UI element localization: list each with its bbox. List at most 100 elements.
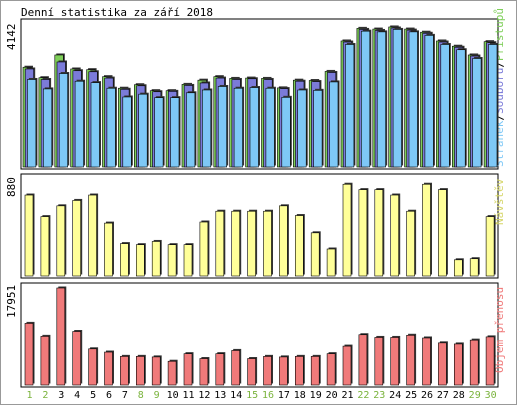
volume-bar-day-23 — [374, 337, 384, 386]
x-label-day-15: 15 — [246, 390, 258, 401]
volume-ymax-label: 17951 — [5, 285, 18, 318]
hits-ymax-label: 4142 — [5, 24, 18, 51]
visits-bar-day-25 — [406, 210, 415, 277]
volume-bar-day-25 — [406, 334, 415, 386]
bar-day-23-Stránek — [376, 31, 387, 168]
x-label-day-5: 5 — [90, 390, 96, 401]
bar-day-26-Stránek — [424, 35, 434, 168]
visits-bar-day-7 — [120, 243, 129, 277]
x-label-day-6: 6 — [106, 390, 112, 401]
visits-bar-day-13 — [215, 210, 225, 277]
x-label-day-13: 13 — [214, 390, 226, 401]
legend-sep-2: / — [493, 61, 506, 68]
bar-day-7-Stránek — [122, 96, 132, 168]
legend-sep-1: / — [493, 114, 506, 121]
x-label-day-25: 25 — [405, 390, 417, 401]
visits-bar-day-14 — [231, 210, 240, 277]
bar-day-30-Stránek — [488, 44, 498, 168]
x-label-day-21: 21 — [341, 390, 353, 401]
volume-bar-day-26 — [422, 337, 431, 386]
visits-bar-day-9 — [151, 241, 161, 277]
visits-ymax-label: 880 — [5, 177, 18, 197]
bar-day-24-Stránek — [392, 29, 402, 168]
volume-bar-day-24 — [390, 337, 400, 386]
volume-bar-day-3 — [56, 287, 66, 386]
x-label-day-17: 17 — [278, 390, 290, 401]
bar-day-22-Stránek — [360, 30, 371, 168]
volume-bar-day-13 — [215, 353, 225, 386]
visits-bar-day-24 — [390, 194, 400, 277]
volume-bar-day-7 — [120, 356, 129, 386]
visits-bar-day-22 — [358, 189, 368, 277]
volume-bar-day-8 — [136, 356, 145, 386]
x-label-day-29: 29 — [469, 390, 481, 401]
x-axis-labels: 1 2 3 4 5 6 7 8 9 10 11 12 13 14 15 16 17 18 19 20 21 22 23 24 2… — [26, 390, 496, 401]
visits-bar-day-17 — [279, 205, 288, 277]
bar-day-21-Stránek — [345, 44, 355, 168]
volume-bar-day-18 — [294, 356, 304, 386]
x-label-day-24: 24 — [389, 390, 401, 401]
bar-day-18-Stránek — [297, 89, 307, 168]
bar-day-10-Stránek — [170, 97, 180, 168]
bar-day-14-Stránek — [233, 87, 243, 168]
bar-day-11-Stránek — [186, 92, 196, 168]
x-label-day-2: 2 — [42, 390, 48, 401]
volume-bar-day-29 — [469, 339, 479, 386]
bar-day-28-Stránek — [456, 49, 466, 168]
bar-day-8-Stránek — [138, 93, 148, 168]
volume-bar-day-19 — [310, 356, 320, 386]
x-label-day-4: 4 — [74, 390, 80, 401]
visits-bar-day-4 — [72, 200, 81, 277]
bars-layer — [22, 25, 499, 386]
volume-bar-day-22 — [358, 334, 368, 386]
x-label-day-11: 11 — [182, 390, 194, 401]
x-label-day-7: 7 — [122, 390, 128, 401]
visits-bar-day-10 — [167, 244, 177, 277]
visits-bar-day-29 — [469, 258, 479, 277]
bar-day-17-Stránek — [281, 97, 291, 168]
x-label-day-30: 30 — [485, 390, 497, 401]
visits-legend: Návštěv — [493, 178, 506, 225]
volume-bar-day-14 — [231, 350, 240, 386]
visits-bar-day-28 — [453, 259, 463, 277]
volume-bar-day-4 — [72, 331, 81, 386]
visits-bar-day-8 — [136, 244, 145, 277]
visits-bar-day-27 — [438, 189, 447, 277]
volume-bar-day-6 — [104, 351, 113, 386]
bar-day-20-Stránek — [329, 81, 339, 168]
x-label-day-1: 1 — [26, 390, 32, 401]
x-label-day-19: 19 — [310, 390, 322, 401]
bar-day-2-Stránek — [42, 88, 53, 168]
volume-bar-day-16 — [263, 356, 272, 386]
x-label-day-10: 10 — [167, 390, 179, 401]
visits-bar-day-11 — [183, 244, 193, 277]
bar-day-19-Stránek — [313, 90, 323, 168]
x-label-day-22: 22 — [357, 390, 369, 401]
volume-bar-day-10 — [167, 360, 177, 386]
volume-bar-day-11 — [183, 353, 193, 386]
visits-bar-day-26 — [422, 183, 431, 277]
visits-bar-day-2 — [40, 216, 50, 277]
x-label-day-12: 12 — [198, 390, 210, 401]
volume-panel-frame — [20, 282, 499, 388]
visits-bar-day-1 — [24, 194, 34, 277]
x-label-day-26: 26 — [421, 390, 433, 401]
bar-day-12-Stránek — [202, 89, 212, 168]
x-label-day-20: 20 — [326, 390, 338, 401]
bar-day-13-Stránek — [217, 86, 227, 168]
visits-bar-day-5 — [88, 194, 97, 277]
bar-day-1-Stránek — [27, 79, 37, 168]
volume-bar-day-15 — [247, 358, 256, 386]
x-label-day-18: 18 — [294, 390, 306, 401]
volume-bar-day-1 — [24, 323, 34, 386]
bar-day-29-Stránek — [472, 58, 482, 168]
visits-bar-day-19 — [310, 232, 320, 277]
visits-bar-day-3 — [56, 205, 66, 277]
volume-bar-day-9 — [151, 356, 161, 386]
volume-bar-day-17 — [279, 356, 288, 386]
volume-bar-day-27 — [438, 342, 447, 386]
bar-day-16-Stránek — [265, 87, 275, 168]
bar-day-3-Stránek — [58, 73, 69, 168]
x-label-day-28: 28 — [453, 390, 465, 401]
visits-bar-day-12 — [199, 221, 209, 277]
